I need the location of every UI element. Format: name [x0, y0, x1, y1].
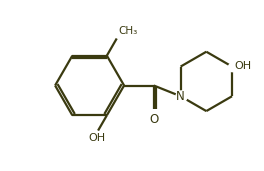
Text: OH: OH	[234, 61, 251, 71]
Text: N: N	[176, 90, 185, 103]
Text: N: N	[176, 91, 185, 104]
Text: OH: OH	[88, 133, 105, 143]
Text: CH₃: CH₃	[118, 26, 137, 36]
Text: O: O	[149, 113, 158, 126]
